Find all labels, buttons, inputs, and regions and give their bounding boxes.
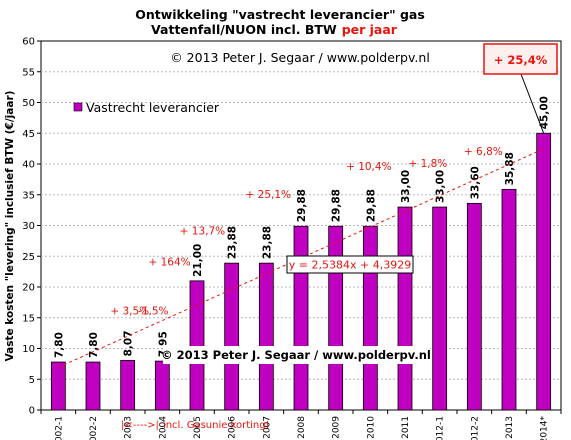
x-tick-label: 2003 xyxy=(124,416,134,439)
bar xyxy=(154,360,170,411)
bar xyxy=(362,225,378,411)
bar xyxy=(466,202,482,411)
x-tick-label: 2011 xyxy=(401,416,411,439)
y-tick-label: 35 xyxy=(22,190,35,201)
pct-annotation: + 13,7% xyxy=(180,226,226,238)
pct-annotation: -1,5% xyxy=(138,306,168,318)
value-label: 7,80 xyxy=(53,332,65,358)
legend-swatch xyxy=(73,102,83,112)
x-tick-label: 2012-2 xyxy=(470,416,480,440)
footnote-text: incl. Gasunie korting! xyxy=(163,420,270,431)
percentage-annotations: + 3,5%-1,5% + 164% + 13,7% + 25,1% + 10,4% + … xyxy=(110,146,502,318)
x-tick-label: 2009 xyxy=(332,416,342,439)
pct-annotation: + 10,4% xyxy=(346,161,392,173)
chart-title-line-2: Vattenfall/NUON incl. BTW per jaar xyxy=(151,22,398,37)
bar xyxy=(120,359,136,411)
value-label: 23,88 xyxy=(261,226,273,259)
x-tick-label: 2013 xyxy=(505,416,515,439)
trendline-equation-box xyxy=(286,255,414,274)
chart-title-line-1: Ontwikkeling "vastrecht leverancier" gas xyxy=(135,7,425,22)
y-tick-label: 50 xyxy=(22,98,35,109)
y-axis-ticks: 0 5 10 15 20 25 30 35 40 45 50 55 60 xyxy=(22,37,41,417)
highlight-pointer-line xyxy=(520,73,545,134)
highlight-box-text: + 25,4% xyxy=(494,53,548,67)
legend-label: Vastrecht leverancier xyxy=(86,100,220,115)
value-label: 8,07 xyxy=(123,330,135,356)
value-label: 23,88 xyxy=(227,226,239,259)
value-label: 29,88 xyxy=(365,189,377,222)
pct-annotation: + 25,1% xyxy=(246,189,292,201)
chart-title-highlight: per jaar xyxy=(342,22,398,37)
y-tick-label: 20 xyxy=(22,283,35,294)
footnote: |<---->| incl. Gasunie korting! xyxy=(121,420,270,431)
pct-annotation: + 3,5% xyxy=(110,306,149,318)
value-label: 45,00 xyxy=(539,96,551,129)
trendline-equation: y = 2,5384x + 4,3929 xyxy=(289,259,411,272)
copyright-box xyxy=(163,346,430,364)
bar xyxy=(293,225,309,411)
x-tick-label: 2002-2 xyxy=(89,416,99,440)
y-tick-label: 15 xyxy=(22,313,35,324)
copyright-top: © 2013 Peter J. Segaar / www.polderpv.nl xyxy=(170,50,430,65)
value-label: 21,00 xyxy=(192,244,204,277)
value-label: 7,80 xyxy=(88,332,100,358)
bar xyxy=(258,262,274,411)
bar xyxy=(432,206,448,411)
bar xyxy=(536,132,552,411)
bar xyxy=(85,361,101,411)
bar xyxy=(50,361,66,411)
bar xyxy=(397,206,413,411)
value-label: 29,88 xyxy=(331,189,343,222)
x-tick-label: 2008 xyxy=(297,416,307,439)
value-label: 33,60 xyxy=(469,166,481,199)
y-tick-label: 30 xyxy=(22,221,35,232)
pct-annotation: + 164% xyxy=(148,256,190,268)
y-tick-label: 25 xyxy=(22,252,35,263)
y-tick-label: 55 xyxy=(22,67,35,78)
copyright-box-text: © 2013 Peter J. Segaar / www.polderpv.nl xyxy=(161,348,431,362)
y-tick-label: 10 xyxy=(22,344,35,355)
x-tick-label: 2010 xyxy=(366,416,376,439)
y-tick-label: 5 xyxy=(29,375,35,386)
bar xyxy=(189,280,205,411)
x-tick-label: 2005 xyxy=(193,416,203,439)
value-label: 29,88 xyxy=(296,189,308,222)
x-tick-label: 2014* xyxy=(540,416,550,440)
y-axis-label: Vaste kosten "levering" inclusief BTW (€… xyxy=(4,91,16,362)
pct-annotation: + 1,8% xyxy=(408,158,447,170)
x-tick-label: 2004 xyxy=(158,416,168,439)
chart-title-line-2-text: Vattenfall/NUON incl. BTW xyxy=(151,22,337,37)
x-axis-ticks: 2002-1 2002-2 2003 2004 2005 2006 2007 2008 2009… xyxy=(40,410,562,440)
y-tick-label: 40 xyxy=(22,160,35,171)
value-label: 33,00 xyxy=(400,170,412,203)
pct-annotation: + 6,8% xyxy=(464,146,503,158)
value-label: 35,88 xyxy=(504,152,516,185)
y-tick-label: 0 xyxy=(29,406,35,417)
x-tick-label: 2002-1 xyxy=(54,416,64,440)
bar xyxy=(328,225,344,411)
x-tick-label: 2007 xyxy=(262,416,272,439)
value-label: 33,00 xyxy=(435,170,447,203)
footnote-arrow: |<---->| xyxy=(121,420,159,431)
x-tick-label: 2012-1 xyxy=(436,416,446,440)
highlight-box xyxy=(483,43,558,75)
y-tick-label: 45 xyxy=(22,129,35,140)
bars xyxy=(50,132,552,411)
bar xyxy=(224,262,240,411)
x-tick-label: 2006 xyxy=(228,416,238,439)
bar xyxy=(501,188,517,411)
y-tick-label: 60 xyxy=(22,37,35,48)
